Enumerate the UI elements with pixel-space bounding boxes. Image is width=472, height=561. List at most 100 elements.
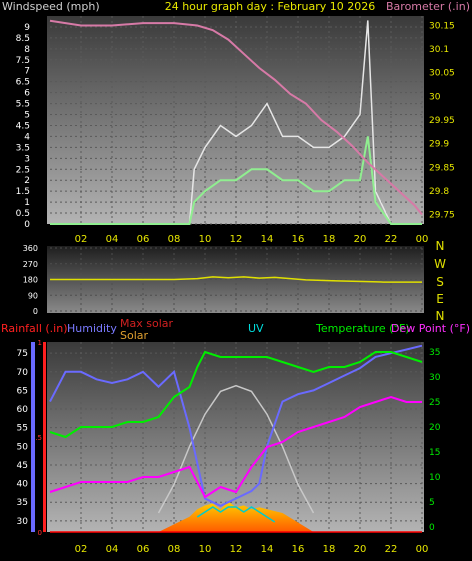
barometer-ticks: 29.75 29.8 29.85 29.9 29.95 30 30.05 30.1 30.15 [429, 21, 455, 220]
barometer-y-tick-4: 29.95 [429, 116, 455, 126]
wind-y-tick-8: 4 [24, 132, 30, 142]
barometer-y-tick-5: 30 [429, 92, 441, 102]
direction-y-tick-4: 0 [33, 307, 38, 316]
humidity-y-tick-2: 40 [17, 480, 29, 490]
temperature-y-tick-1: 5 [429, 498, 435, 508]
temperature-y-tick-7: 35 [429, 348, 440, 358]
wind-x-tick-11: 00 [416, 234, 429, 245]
wind-x-tick-4: 10 [199, 234, 212, 245]
direction-y-tick-2: 180 [23, 276, 38, 285]
temp-x-tick-8: 18 [323, 544, 336, 555]
rain-y-tick-2: 1 [38, 339, 42, 347]
wind-y-tick-16: 8 [24, 45, 30, 55]
temperature-y-tick-2: 10 [429, 473, 441, 483]
temp-x-tick-6: 14 [261, 544, 274, 555]
temperature-y-tick-3: 15 [429, 448, 440, 458]
temp-x-tick-4: 10 [199, 544, 212, 555]
barometer-y-tick-3: 29.9 [429, 140, 449, 150]
humidity-y-tick-1: 35 [17, 498, 28, 508]
humidity-y-tick-7: 65 [17, 386, 28, 396]
barometer-y-tick-1: 29.8 [429, 187, 449, 197]
rain-axis-bar [43, 342, 46, 532]
barometer-y-tick-6: 30.05 [429, 69, 455, 79]
wind-y-tick-3: 1.5 [16, 187, 30, 197]
temp-x-tick-0: 02 [75, 544, 88, 555]
temp-panel-series [49, 344, 423, 533]
direction-y-tick-0: 360 [23, 244, 38, 253]
wind-y-tick-11: 5.5 [16, 100, 30, 110]
wind-y-tick-1: 0.5 [16, 209, 30, 219]
graph-title: 24 hour graph day : February 10 2026 [165, 0, 376, 13]
wind-y-tick-15: 7.5 [16, 56, 30, 66]
direction-label-n-top: N [436, 239, 445, 253]
wind-x-tick-7: 16 [292, 234, 305, 245]
direction-y-tick-3: 90 [28, 291, 38, 300]
wind-x-tick-6: 14 [261, 234, 274, 245]
temperature-y-tick-6: 30 [429, 373, 441, 383]
direction-label-s: S [436, 275, 444, 289]
wind-y-tick-18: 9 [24, 23, 30, 33]
wind-y-tick-2: 1 [24, 198, 30, 208]
dew-point-legend: Dew Point (°F) [391, 322, 470, 335]
humidity-legend: Humidity [67, 322, 117, 335]
barometer-y-tick-2: 29.85 [429, 163, 455, 173]
temperature-y-tick-0: 0 [429, 523, 435, 533]
wind-average-line [50, 136, 422, 225]
wind-direction-line [50, 276, 422, 283]
temperature-y-tick-4: 20 [429, 423, 441, 433]
wind-x-tick-10: 22 [385, 234, 398, 245]
wind-y-tick-4: 2 [24, 176, 30, 186]
humidity-axis-bar [31, 342, 35, 532]
wind-panel-series [49, 19, 423, 225]
temp-x-tick-1: 04 [106, 544, 119, 555]
temp-x-tick-9: 20 [354, 544, 367, 555]
temperature-y-tick-5: 25 [429, 398, 440, 408]
wind-panel-bg [47, 16, 424, 224]
wind-y-tick-13: 6.5 [16, 78, 30, 88]
direction-series [50, 276, 422, 283]
direction-label-e: E [436, 292, 444, 306]
rain-ticks: 00.51 [31, 339, 42, 537]
humidity-y-tick-8: 70 [17, 368, 29, 378]
barometer-y-tick-8: 30.15 [429, 21, 455, 31]
wind-y-tick-6: 3 [24, 154, 30, 164]
rain-y-tick-0: 0 [38, 529, 42, 537]
rain-y-tick-1: 0.5 [31, 434, 42, 442]
humidity-line [49, 344, 423, 508]
solar-area [158, 501, 314, 532]
wind-x-tick-3: 08 [168, 234, 181, 245]
rainfall-legend: Rainfall (.in) [1, 322, 68, 335]
humidity-ticks: 30 35 40 45 50 55 60 65 70 75 [17, 349, 29, 527]
temp-x-tick-3: 08 [168, 544, 181, 555]
uv-legend: UV [248, 322, 264, 335]
wind-panel-x-ticks: 02 04 06 08 10 12 14 16 18 20 22 00 [75, 234, 429, 245]
uv-line [196, 506, 276, 523]
wind-y-tick-12: 6 [24, 89, 30, 99]
direction-ticks: 360 270 180 90 0 [23, 244, 38, 316]
wind-speed-ticks: 00.511.522.533.544.555.566.577.588.59 [16, 23, 31, 230]
wind-y-tick-14: 7 [24, 67, 30, 77]
wind-x-tick-5: 12 [230, 234, 243, 245]
temp-x-tick-7: 16 [292, 544, 305, 555]
wind-x-tick-0: 02 [75, 234, 88, 245]
barometer-y-tick-7: 30.1 [429, 45, 449, 55]
wind-y-tick-7: 3.5 [16, 143, 30, 153]
wind-gust-line [50, 20, 422, 225]
temp-x-tick-11: 00 [416, 544, 429, 555]
wind-x-tick-1: 04 [106, 234, 119, 245]
solar-legend: Solar [120, 329, 149, 342]
temperature-ticks: 0 5 10 15 20 25 30 35 [429, 348, 441, 533]
max-solar-legend: Max solar [120, 317, 173, 330]
wind-x-tick-2: 06 [137, 234, 150, 245]
humidity-y-tick-3: 45 [17, 461, 28, 471]
temperature-legend: Temperature (°F) [315, 322, 410, 335]
humidity-y-tick-5: 55 [17, 424, 28, 434]
wind-x-tick-9: 20 [354, 234, 367, 245]
temp-x-tick-5: 12 [230, 544, 243, 555]
temp-panel-x-ticks: 02 04 06 08 10 12 14 16 18 20 22 00 [75, 544, 429, 555]
wind-y-tick-9: 4.5 [16, 121, 30, 131]
wind-y-tick-17: 8.5 [16, 34, 30, 44]
humidity-y-tick-0: 30 [17, 517, 29, 527]
